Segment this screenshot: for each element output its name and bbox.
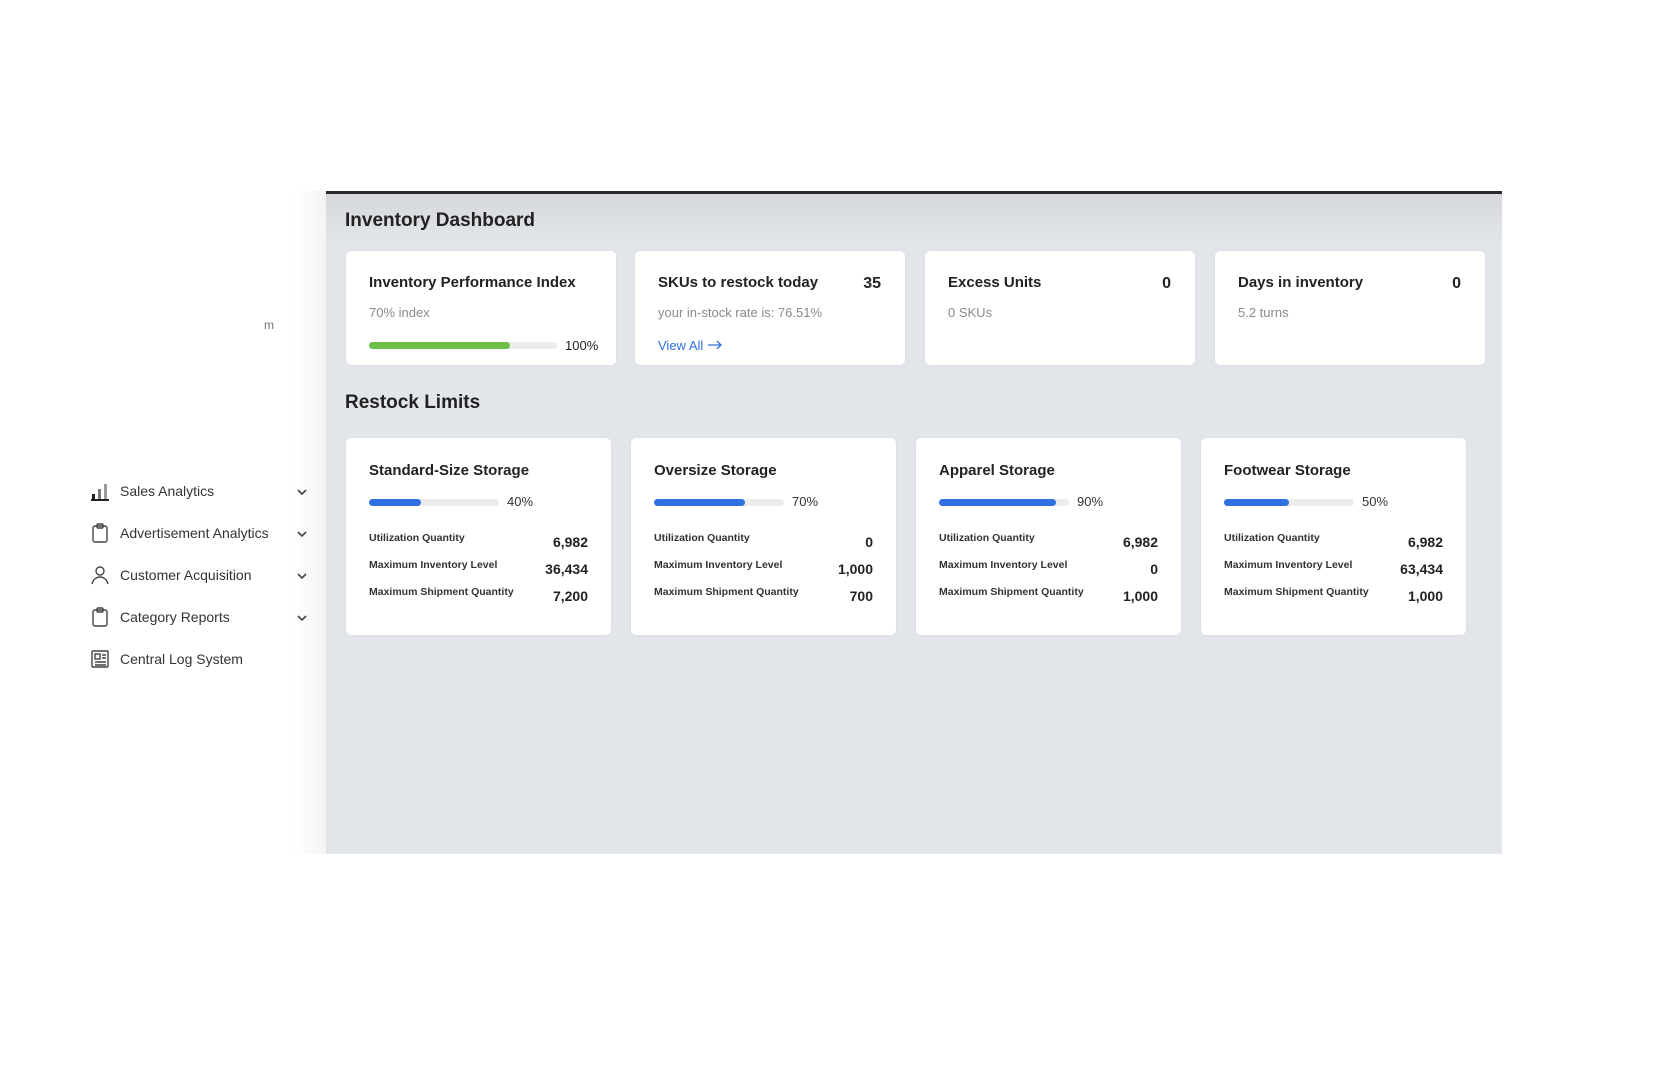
row-value: 63,434 xyxy=(1400,561,1443,577)
progress-label: 70% xyxy=(792,494,819,509)
storage-card: Apparel Storage 90% Utilization Quantity 6,… xyxy=(916,438,1181,635)
card-subtitle: 70% index xyxy=(369,305,430,320)
row-label: Maximum Shipment Quantity xyxy=(939,586,1084,598)
progress-track xyxy=(1224,499,1354,506)
nav-item[interactable]: Central Log System xyxy=(120,651,243,667)
progress-track xyxy=(939,499,1069,506)
summary-card: Days in inventory 0 5.2 turns xyxy=(1215,251,1485,365)
card-subtitle: 0 SKUs xyxy=(948,305,993,320)
icon-graphic xyxy=(91,484,109,501)
card-subtitle: your in-stock rate is: 76.51% xyxy=(658,305,823,320)
summary-card: Inventory Performance Index 70% index 100% xyxy=(346,251,616,365)
row-label: Utilization Quantity xyxy=(369,532,465,544)
icon-graphic xyxy=(297,489,307,496)
storage-card: Footwear Storage 50% Utilization Quantity 6… xyxy=(1201,438,1466,635)
progress-track xyxy=(369,342,557,349)
icon-graphic xyxy=(91,566,109,585)
card-value: 35 xyxy=(863,275,881,292)
icon-graphic xyxy=(91,650,109,668)
row-label: Maximum Inventory Level xyxy=(1224,559,1353,571)
row-label: Maximum Inventory Level xyxy=(369,559,498,571)
row-label: Utilization Quantity xyxy=(1224,532,1320,544)
dashboard-title: Inventory Dashboard xyxy=(345,210,536,231)
row-value: 6,982 xyxy=(1407,534,1443,550)
card-title: Footwear Storage xyxy=(1224,462,1351,479)
chevron[interactable] xyxy=(291,607,313,634)
storage-card: Standard-Size Storage 40% Utilization Quan… xyxy=(346,438,611,635)
row-value: 1,000 xyxy=(1122,588,1158,604)
card-title: Oversize Storage xyxy=(654,462,777,479)
row-value: 1,000 xyxy=(1407,588,1443,604)
summary-card: Excess Units 0 0 SKUs xyxy=(925,251,1195,365)
chevron[interactable] xyxy=(291,481,313,508)
card-title: Days in inventory xyxy=(1238,274,1364,291)
progress-label: 50% xyxy=(1362,494,1389,509)
row-label: Utilization Quantity xyxy=(654,532,750,544)
icon-graphic xyxy=(297,615,307,622)
row-value: 0 xyxy=(1150,561,1158,577)
dashboard-panel: Inventory Dashboard Restock Limits Inven… xyxy=(326,191,1502,854)
progress-fill xyxy=(1224,499,1289,506)
nav-icon[interactable] xyxy=(89,648,111,675)
progress-label: 40% xyxy=(507,494,534,509)
icon-graphic xyxy=(92,607,108,627)
row-value: 700 xyxy=(849,588,873,604)
nav-icon[interactable] xyxy=(89,606,111,633)
chevron[interactable] xyxy=(291,523,313,550)
nav-item[interactable]: Advertisement Analytics xyxy=(120,525,269,541)
nav-item[interactable]: Customer Acquisition xyxy=(120,567,252,583)
progress-fill xyxy=(369,342,510,349)
stray-text: m xyxy=(264,318,274,332)
row-label: Maximum Inventory Level xyxy=(654,559,783,571)
nav-icon[interactable] xyxy=(89,480,111,507)
icon-graphic xyxy=(297,531,307,538)
row-value: 7,200 xyxy=(552,588,588,604)
icon-graphic xyxy=(92,523,108,543)
storage-card: Oversize Storage 70% Utilization Quantity 0… xyxy=(631,438,896,635)
card-value: 0 xyxy=(1452,275,1461,292)
progress-label: 90% xyxy=(1077,494,1104,509)
row-label: Maximum Shipment Quantity xyxy=(1224,586,1369,598)
row-label: Utilization Quantity xyxy=(939,532,1035,544)
sidebar: m Sales Analytics Advertisement Analytics… xyxy=(0,191,326,854)
progress-fill xyxy=(654,499,745,506)
progress-track xyxy=(369,499,499,506)
card-subtitle: 5.2 turns xyxy=(1238,305,1289,320)
progress-label: 100% xyxy=(565,338,599,353)
progress-fill xyxy=(369,499,421,506)
row-value: 36,434 xyxy=(545,561,588,577)
section-title: Restock Limits xyxy=(345,392,481,413)
row-value: 1,000 xyxy=(837,561,873,577)
nav-icon[interactable] xyxy=(89,522,111,549)
progress-fill xyxy=(939,499,1056,506)
card-title: Excess Units xyxy=(948,274,1042,291)
row-label: Maximum Inventory Level xyxy=(939,559,1068,571)
chevron[interactable] xyxy=(291,565,313,592)
arrow-icon[interactable] xyxy=(707,340,723,350)
row-value: 6,982 xyxy=(1122,534,1158,550)
row-label: Maximum Shipment Quantity xyxy=(369,586,514,598)
card-value: 0 xyxy=(1162,275,1171,292)
view-all-link[interactable]: View All xyxy=(658,338,723,353)
card-title: Inventory Performance Index xyxy=(369,274,576,291)
row-value: 0 xyxy=(865,534,873,550)
summary-card: SKUs to restock today 35 your in-stock rat… xyxy=(635,251,905,365)
card-title: SKUs to restock today xyxy=(658,274,819,291)
icon-graphic xyxy=(297,573,307,580)
nav-icon[interactable] xyxy=(89,564,111,591)
nav-item[interactable]: Sales Analytics xyxy=(120,483,215,499)
card-title: Standard-Size Storage xyxy=(369,462,530,479)
card-title: Apparel Storage xyxy=(939,462,1055,479)
row-value: 6,982 xyxy=(552,534,588,550)
nav-item[interactable]: Category Reports xyxy=(120,609,230,625)
row-label: Maximum Shipment Quantity xyxy=(654,586,799,598)
progress-track xyxy=(654,499,784,506)
